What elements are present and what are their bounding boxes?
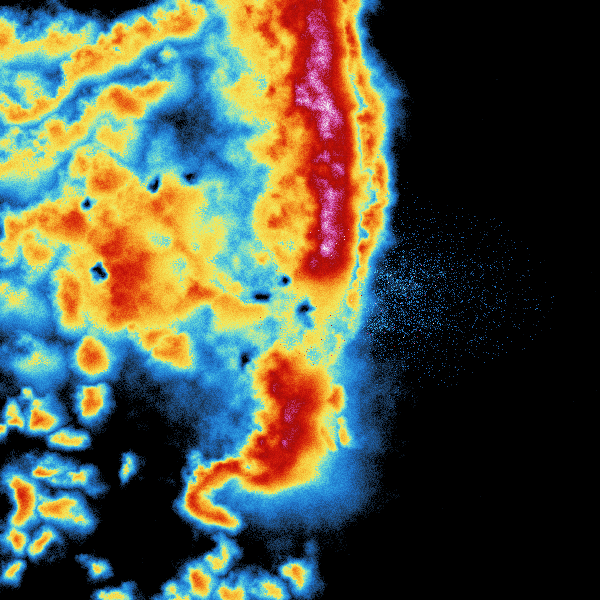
radar-reflectivity-canvas <box>0 0 600 600</box>
radar-image-container <box>0 0 600 600</box>
